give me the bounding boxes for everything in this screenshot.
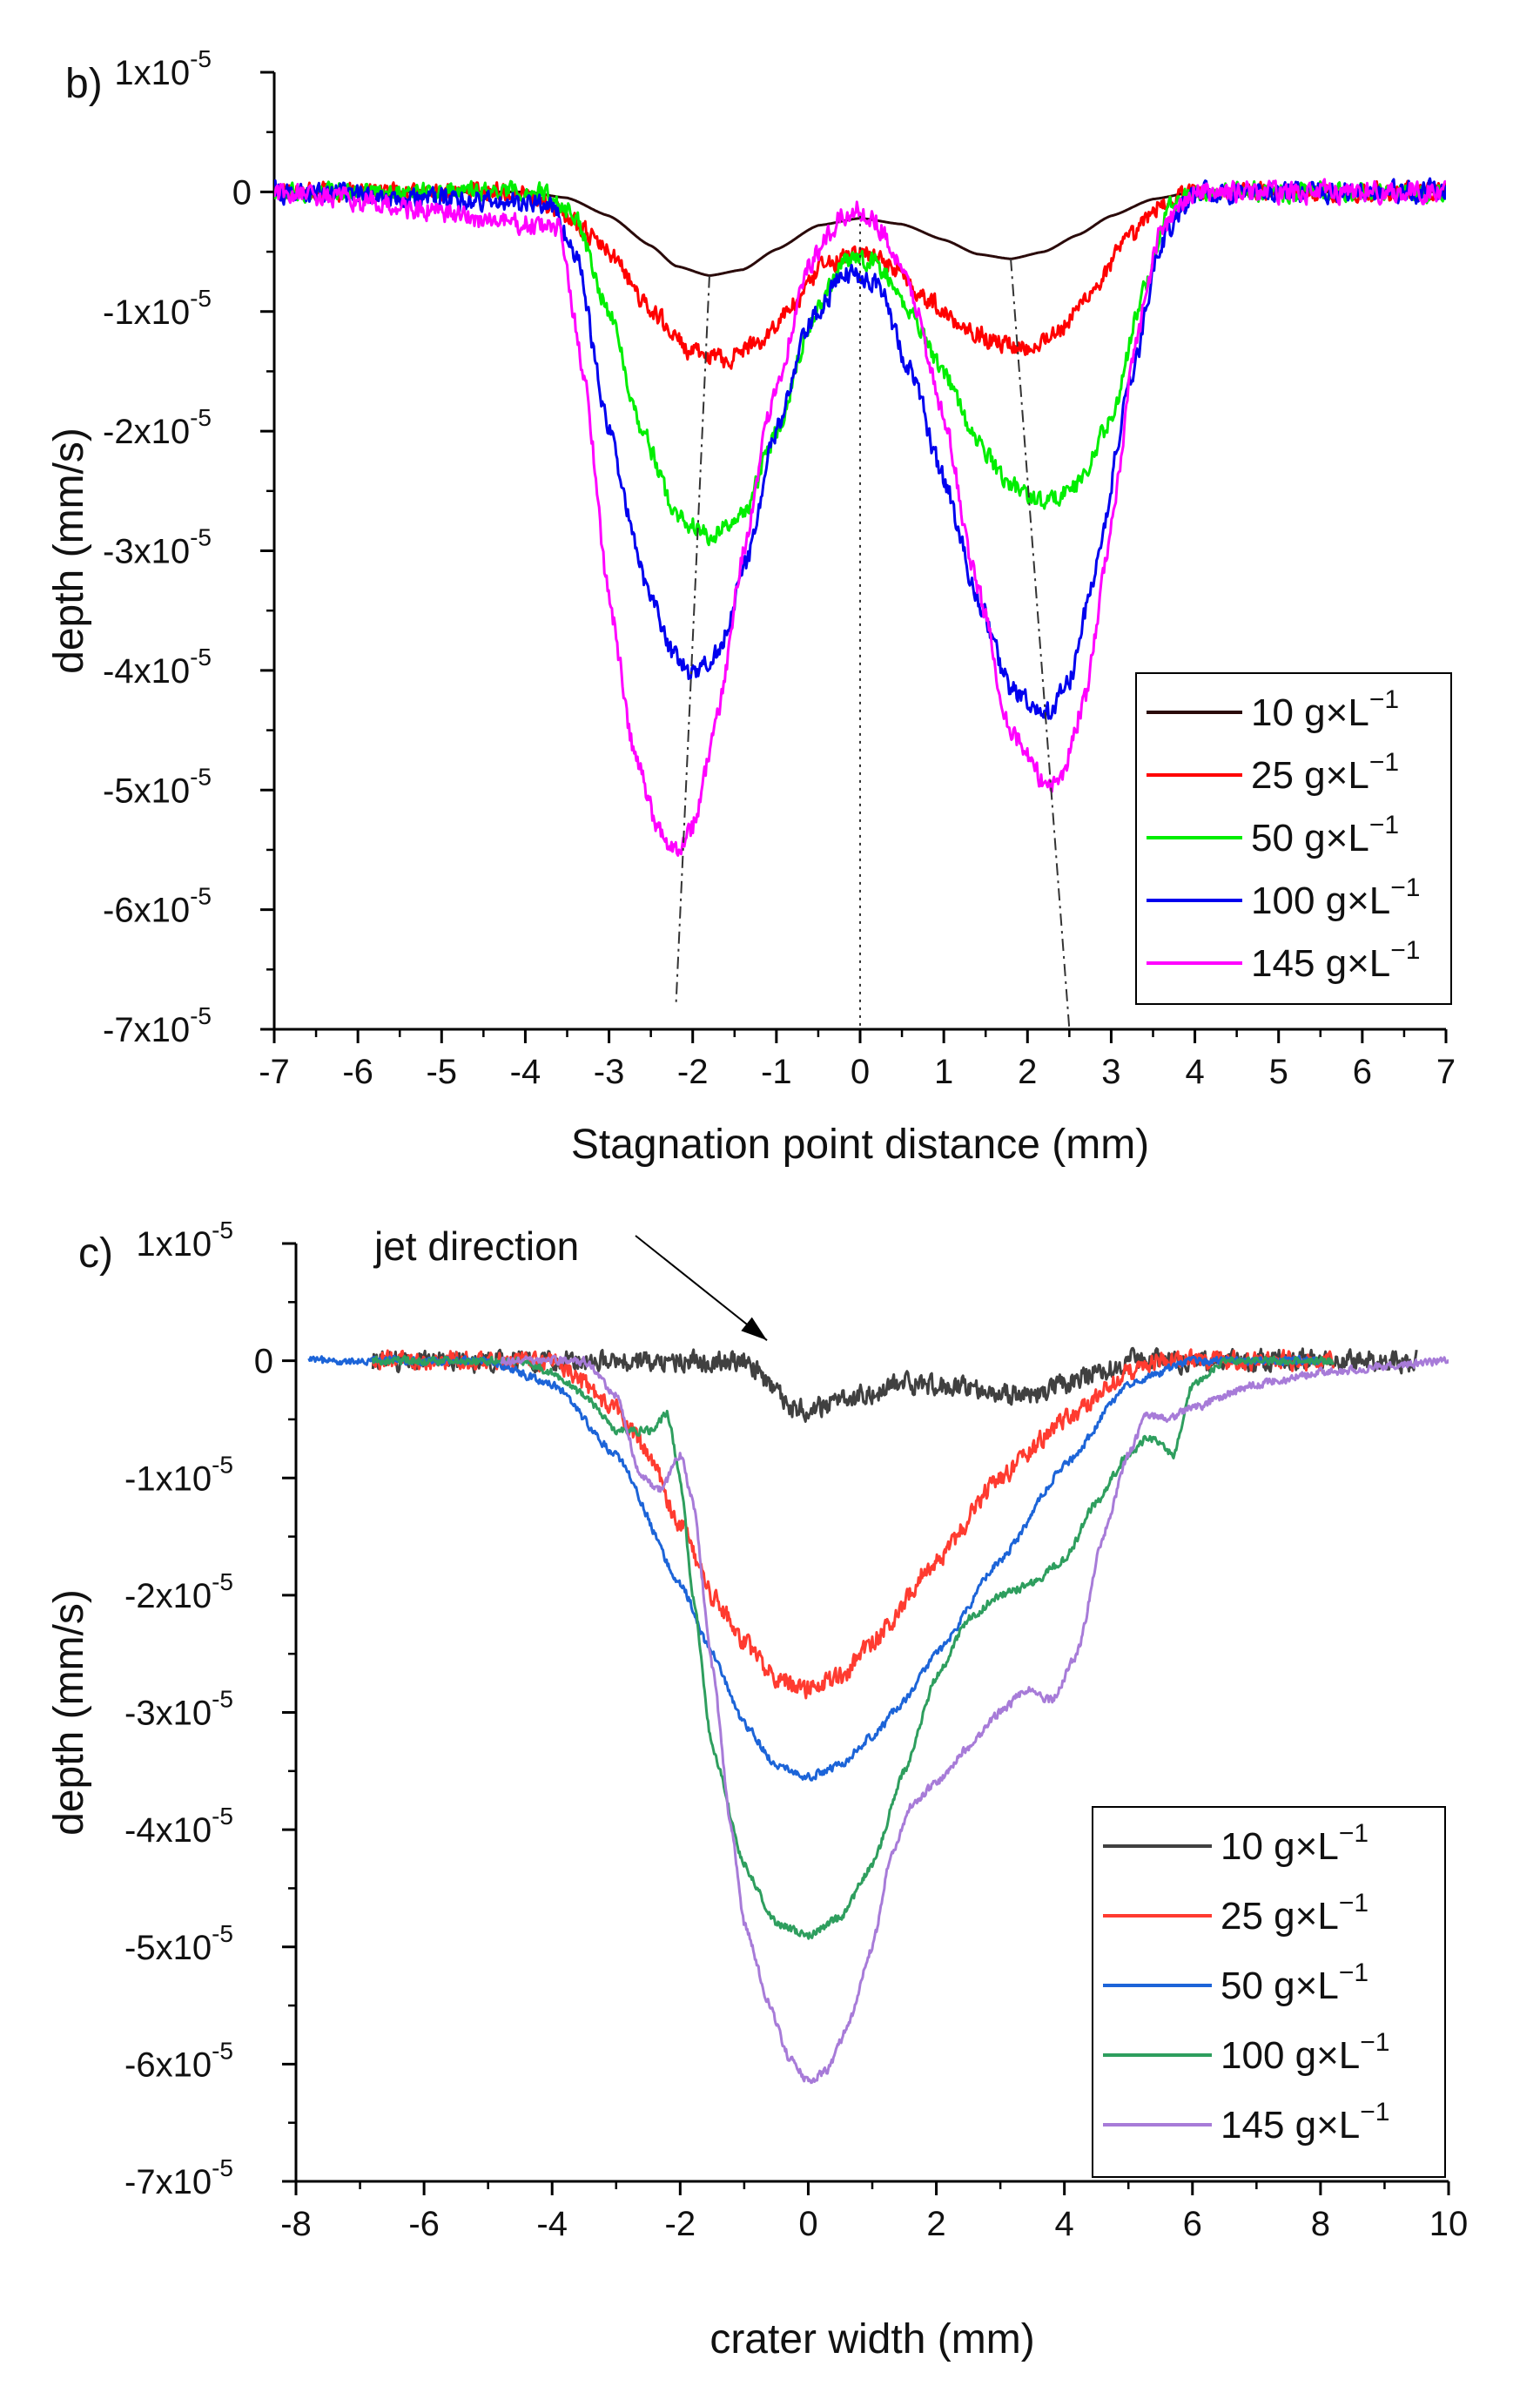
y-tick-label: 1x10-5 bbox=[136, 1217, 233, 1264]
y-tick-label: -5x10-5 bbox=[124, 1920, 233, 1967]
x-tick-label: -2 bbox=[665, 2205, 696, 2243]
legend-entry: 10 g×L−1 bbox=[1221, 1819, 1369, 1868]
legend-entry: 50 g×L−1 bbox=[1251, 811, 1399, 859]
y-tick-label: 0 bbox=[254, 1343, 273, 1381]
x-tick-label: 4 bbox=[1185, 1053, 1204, 1091]
guide-line bbox=[1010, 259, 1071, 1030]
y-tick-label: -2x10-5 bbox=[103, 404, 212, 451]
y-tick-label: -4x10-5 bbox=[124, 1803, 233, 1850]
y-tick-label: -2x10-5 bbox=[124, 1568, 233, 1615]
x-tick-label: -4 bbox=[510, 1053, 541, 1091]
series-line bbox=[500, 1354, 1449, 2085]
panel-label: c) bbox=[78, 1230, 113, 1277]
y-tick-label: -6x10-5 bbox=[103, 883, 212, 930]
legend-entry: 10 g×L−1 bbox=[1251, 685, 1399, 734]
x-axis-title: Stagnation point distance (mm) bbox=[571, 1122, 1149, 1168]
x-tick-label: -6 bbox=[408, 2205, 440, 2243]
legend-entry: 100 g×L−1 bbox=[1221, 2028, 1390, 2077]
y-tick-label: 1x10-5 bbox=[114, 45, 212, 92]
legend-entry: 50 g×L−1 bbox=[1221, 1958, 1369, 2007]
x-axis-title: crater width (mm) bbox=[709, 2316, 1034, 2362]
chart-panel-b: b) -7 -6 -5 -4 -3 -2 -1 0 1 2 3 4 5 6 7 1x10-5 0 -1x10-5 -2… bbox=[46, 45, 1456, 1168]
x-tick-label: 4 bbox=[1055, 2205, 1074, 2243]
x-tick-label: -5 bbox=[426, 1053, 457, 1091]
x-tick-label: 6 bbox=[1183, 2205, 1202, 2243]
y-tick-label: -3x10-5 bbox=[124, 1686, 233, 1733]
y-tick-label: -1x10-5 bbox=[124, 1451, 233, 1498]
x-tick-label: -2 bbox=[677, 1053, 709, 1091]
x-tick-label: -7 bbox=[259, 1053, 290, 1091]
y-axis-title: depth (mm/s) bbox=[46, 428, 92, 674]
x-tick-label: 8 bbox=[1311, 2205, 1330, 2243]
x-tick-label: 5 bbox=[1269, 1053, 1288, 1091]
x-tick-label: 0 bbox=[851, 1053, 870, 1091]
legend-entry: 100 g×L−1 bbox=[1251, 873, 1421, 922]
panel-label: b) bbox=[65, 61, 103, 107]
y-tick-label: -7x10-5 bbox=[103, 1002, 212, 1049]
guide-line bbox=[675, 275, 710, 1006]
y-tick-label: -1x10-5 bbox=[103, 285, 212, 332]
x-tick-label: 1 bbox=[934, 1053, 953, 1091]
y-tick-label: 0 bbox=[232, 173, 252, 212]
x-tick-label: -8 bbox=[280, 2205, 312, 2243]
y-tick-label: -6x10-5 bbox=[124, 2037, 233, 2084]
annotation-text: jet direction bbox=[373, 1223, 579, 1269]
x-tick-label: 3 bbox=[1101, 1053, 1120, 1091]
legend-entry: 25 g×L−1 bbox=[1251, 748, 1399, 797]
legend-box bbox=[1092, 1806, 1446, 2178]
y-tick-label: -7x10-5 bbox=[124, 2154, 233, 2201]
x-tick-label: -1 bbox=[761, 1053, 792, 1091]
y-tick-label: -3x10-5 bbox=[103, 524, 212, 571]
legend-entry: 145 g×L−1 bbox=[1221, 2098, 1390, 2147]
annotation-arrow bbox=[635, 1235, 768, 1341]
x-tick-label: 7 bbox=[1436, 1053, 1456, 1091]
y-tick-label: -5x10-5 bbox=[103, 763, 212, 810]
x-tick-label: 0 bbox=[798, 2205, 817, 2243]
legend-entry: 25 g×L−1 bbox=[1221, 1889, 1369, 1938]
y-tick-label: -4x10-5 bbox=[103, 644, 212, 691]
x-tick-label: -3 bbox=[594, 1053, 625, 1091]
arrow-head-icon bbox=[741, 1317, 768, 1341]
y-axis-title: depth (mm/s) bbox=[46, 1589, 92, 1836]
x-tick-label: -6 bbox=[342, 1053, 373, 1091]
series-line bbox=[274, 178, 1446, 857]
series-line bbox=[371, 1354, 1335, 1940]
x-tick-label: 6 bbox=[1353, 1053, 1372, 1091]
legend-entry: 145 g×L−1 bbox=[1251, 936, 1421, 985]
x-tick-label: 2 bbox=[926, 2205, 945, 2243]
x-tick-label: 2 bbox=[1018, 1053, 1037, 1091]
x-tick-label: 10 bbox=[1429, 2205, 1469, 2243]
chart-panel-c: c) -8 -6 -4 -2 0 2 4 6 8 10 1x10-5 0 -1x10-5 -2x10-5 -3… bbox=[46, 1217, 1468, 2362]
x-tick-label: -4 bbox=[536, 2205, 568, 2243]
